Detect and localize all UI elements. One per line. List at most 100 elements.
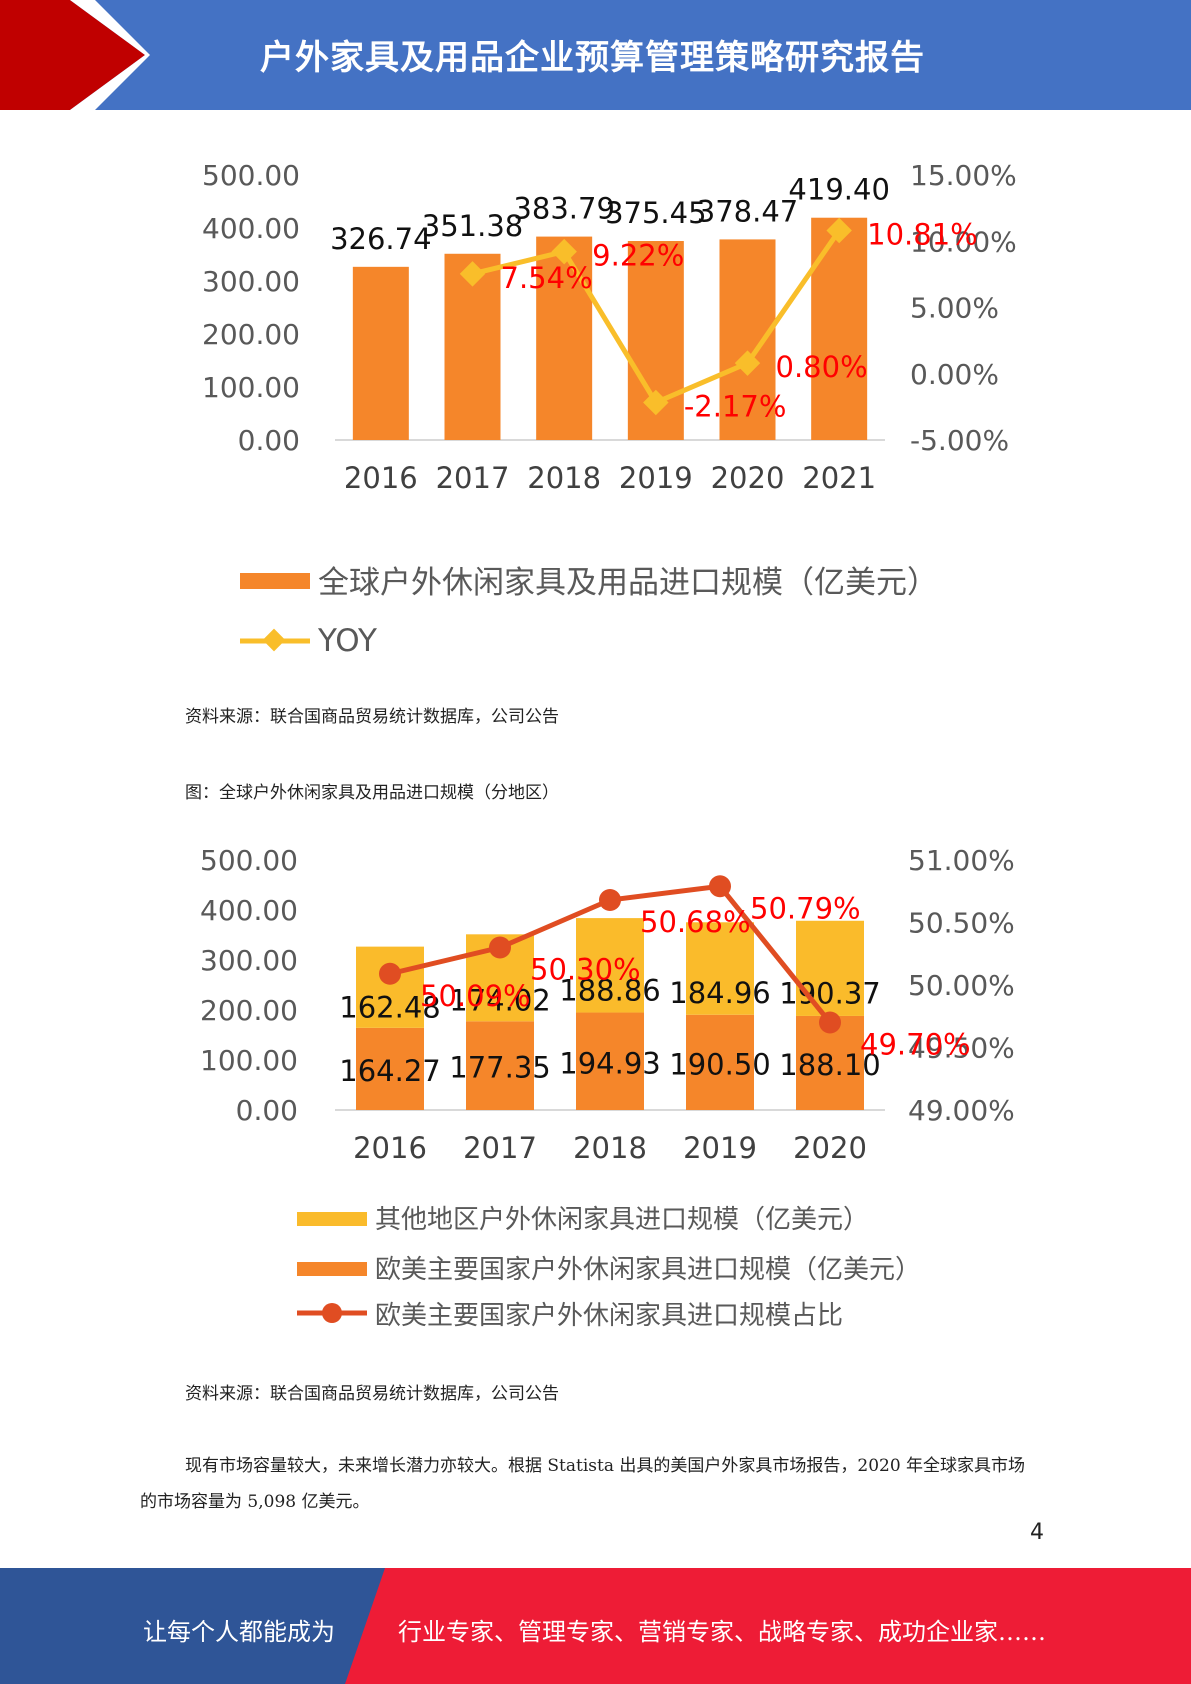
y2-tick-label: 5.00% — [910, 292, 999, 325]
x-tick-label: 2018 — [573, 1131, 647, 1165]
stacked-bar-bottom — [466, 1021, 534, 1110]
legend-marker-line — [262, 628, 286, 652]
y-tick-label: 100.00 — [200, 1044, 298, 1077]
y2-tick-label: 49.50% — [908, 1032, 1015, 1065]
footer-slogan-left: 让每个人都能成为 — [143, 1618, 335, 1646]
bar-data-label: 419.40 — [788, 173, 889, 207]
x-tick-label: 2020 — [711, 461, 785, 495]
share-marker — [379, 962, 401, 985]
report-title: 户外家具及用品企业预算管理策略研究报告 — [260, 38, 925, 78]
y2-tick-label: 50.50% — [908, 907, 1015, 940]
source-note-2: 资料来源：联合国商品贸易统计数据库，公司公告 — [185, 1384, 559, 1404]
x-tick-label: 2016 — [344, 461, 418, 495]
bar-bottom-data-label: 190.50 — [669, 1047, 770, 1081]
x-tick-label: 2019 — [619, 461, 693, 495]
x-tick-label: 2019 — [683, 1131, 757, 1165]
body-paragraph: 现有市场容量较大，未来增长潜力亦较大。根据 Statista 出具的美国户外家具… — [140, 1456, 1026, 1512]
y-tick-label: 100.00 — [202, 371, 300, 404]
bar-data-label: 378.47 — [697, 194, 798, 228]
y2-tick-label: 0.00% — [910, 358, 999, 391]
share-marker — [489, 936, 511, 959]
page-number: 4 — [1030, 1520, 1044, 1545]
bar-top-data-label: 174.02 — [449, 983, 550, 1017]
legend-swatch-bar — [240, 573, 310, 589]
legend-label-bottom: 欧美主要国家户外休闲家具进口规模（亿美元） — [375, 1255, 921, 1285]
x-tick-label: 2016 — [353, 1131, 427, 1165]
share-marker — [819, 1011, 841, 1034]
share-data-label: 50.79% — [750, 891, 861, 925]
legend-swatch-bottom — [297, 1262, 367, 1276]
share-data-label: 50.30% — [530, 953, 641, 987]
bar-data-label: 326.74 — [330, 222, 431, 256]
legend-label-line: YOY — [317, 623, 377, 659]
y2-tick-label: 51.00% — [908, 844, 1015, 877]
header-banner — [0, 0, 1191, 110]
x-tick-label: 2017 — [436, 461, 510, 495]
stacked-bar-bottom — [356, 1027, 424, 1110]
legend-label-top: 其他地区户外休闲家具进口规模（亿美元） — [375, 1205, 869, 1235]
y-tick-label: 300.00 — [202, 265, 300, 298]
y-tick-label: 200.00 — [200, 994, 298, 1027]
bar-data-label: 375.45 — [605, 196, 706, 230]
y2-tick-label: 50.00% — [908, 969, 1015, 1002]
y-tick-label: 400.00 — [200, 894, 298, 927]
y-tick-label: 200.00 — [202, 318, 300, 351]
yoy-data-label: -2.17% — [684, 390, 787, 424]
y-tick-label: 400.00 — [202, 212, 300, 245]
y-tick-label: 0.00 — [238, 424, 300, 457]
stacked-bar-top — [576, 918, 644, 1013]
yoy-marker — [826, 217, 852, 244]
page-footer — [0, 1568, 1191, 1684]
footer-banner — [0, 1568, 1191, 1684]
bar — [536, 236, 593, 440]
stacked-bar-bottom — [576, 1012, 644, 1110]
yoy-data-label: 0.80% — [776, 350, 868, 384]
figure-caption: 图：全球户外休闲家具及用品进口规模（分地区） — [185, 783, 559, 803]
footer-slogan-right: 行业专家、管理专家、营销专家、战略专家、成功企业家…… — [398, 1618, 1046, 1646]
share-marker — [599, 889, 621, 911]
yoy-marker — [643, 389, 669, 416]
bar-top-data-label: 184.96 — [669, 976, 770, 1010]
share-data-label: 50.09% — [420, 979, 531, 1013]
share-data-label: 50.68% — [640, 905, 751, 939]
bar-bottom-data-label: 188.10 — [779, 1048, 880, 1082]
source-note-1: 资料来源：联合国商品贸易统计数据库，公司公告 — [185, 707, 559, 727]
x-tick-label: 2017 — [463, 1131, 537, 1165]
bar-bottom-data-label: 164.27 — [339, 1054, 440, 1088]
legend-swatch-top — [297, 1212, 367, 1226]
bar — [352, 266, 409, 440]
bar-bottom-data-label: 177.35 — [449, 1051, 550, 1085]
y2-tick-label: -5.00% — [910, 424, 1009, 457]
yoy-marker — [459, 261, 486, 287]
share-data-label: 49.70% — [860, 1028, 971, 1062]
stacked-bar-top — [356, 946, 424, 1028]
share-marker — [709, 875, 731, 898]
bar-data-label: 383.79 — [513, 192, 614, 226]
legend-label-line: 欧美主要国家户外休闲家具进口规模占比 — [375, 1301, 843, 1331]
y2-tick-label: 49.00% — [908, 1094, 1015, 1127]
bar — [811, 217, 868, 440]
y2-tick-label: 15.00% — [910, 159, 1017, 192]
yoy-data-label: 9.22% — [592, 239, 684, 273]
x-tick-label: 2020 — [793, 1131, 867, 1165]
bar-bottom-data-label: 194.93 — [559, 1046, 660, 1080]
y-tick-label: 500.00 — [202, 159, 300, 192]
stacked-bar-top — [796, 920, 864, 1016]
bar-top-data-label: 188.86 — [559, 973, 660, 1007]
y2-tick-label: 10.00% — [910, 225, 1017, 258]
chart-global-import-scale: 500.00 400.00 300.00 200.00 100.00 0.00 15.00%… — [202, 159, 1017, 659]
page-header: 户外家具及用品企业预算管理策略研究报告 — [0, 0, 1191, 110]
legend-label-bar: 全球户外休闲家具及用品进口规模（亿美元） — [318, 565, 938, 601]
yoy-data-label: 7.54% — [501, 261, 593, 295]
y-tick-label: 0.00 — [236, 1094, 298, 1127]
yoy-data-label: 10.81% — [867, 218, 978, 252]
yoy-marker — [734, 350, 761, 376]
y-tick-label: 500.00 — [200, 844, 298, 877]
bar-data-label: 351.38 — [422, 209, 523, 243]
stacked-bar-bottom — [686, 1014, 754, 1110]
x-tick-label: 2018 — [527, 461, 601, 495]
x-tick-label: 2021 — [802, 461, 876, 495]
chart-import-by-region: 500.00 400.00 300.00 200.00 100.00 0.00 51.00%… — [200, 844, 1015, 1331]
bar-top-data-label: 162.48 — [339, 991, 440, 1025]
y-tick-label: 300.00 — [200, 944, 298, 977]
